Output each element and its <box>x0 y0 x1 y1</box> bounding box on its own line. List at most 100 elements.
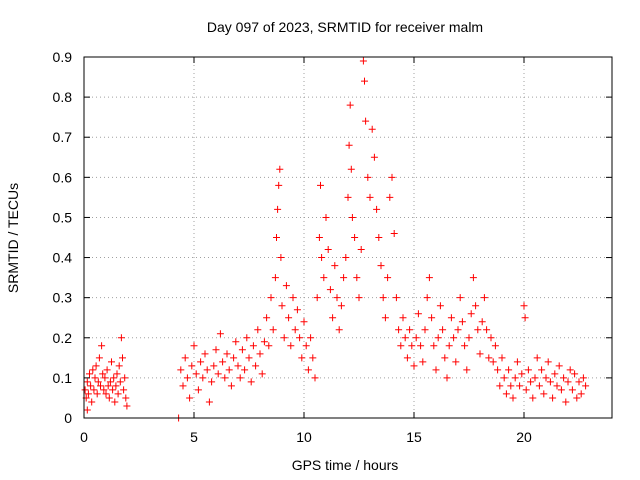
data-point <box>216 330 224 338</box>
data-point <box>210 362 218 370</box>
data-point <box>296 334 304 342</box>
data-point <box>428 314 436 322</box>
data-point <box>500 374 508 382</box>
data-point <box>381 314 389 322</box>
y-axis-label: SRMTID / TECUs <box>5 183 21 293</box>
data-point <box>333 294 341 302</box>
data-point <box>104 382 112 390</box>
data-point <box>357 246 365 254</box>
x-tick-label: 20 <box>516 429 532 445</box>
data-point <box>571 370 579 378</box>
data-point <box>401 334 409 342</box>
data-point <box>467 310 475 318</box>
data-point <box>549 394 557 402</box>
data-point <box>254 326 262 334</box>
data-point <box>243 334 251 342</box>
data-point <box>489 358 497 366</box>
data-point <box>331 262 339 270</box>
data-point <box>386 193 394 201</box>
data-point <box>258 370 266 378</box>
data-point <box>320 274 328 282</box>
data-point <box>97 382 104 390</box>
y-tick-label: 0 <box>64 410 72 426</box>
data-point <box>430 342 438 350</box>
y-tick-label: 0.7 <box>53 129 73 145</box>
x-tick-label: 0 <box>80 429 88 445</box>
data-point <box>114 390 122 398</box>
data-point <box>263 314 271 322</box>
data-point <box>522 386 530 394</box>
data-point <box>122 394 130 402</box>
data-point <box>496 382 504 390</box>
data-point <box>555 362 563 370</box>
data-point <box>421 326 429 334</box>
data-point <box>579 374 587 382</box>
data-point <box>370 153 378 161</box>
data-point <box>273 234 280 241</box>
data-point <box>454 326 462 334</box>
data-point <box>83 378 91 386</box>
y-tick-label: 0.5 <box>53 209 73 225</box>
data-point <box>183 374 191 382</box>
data-point <box>472 302 480 310</box>
data-point <box>351 234 359 241</box>
x-tick-label: 5 <box>190 429 198 445</box>
data-point <box>436 302 444 310</box>
data-point <box>282 282 290 290</box>
data-point <box>188 362 196 370</box>
chart-title: Day 097 of 2023, SRMTID for receiver mal… <box>207 19 483 35</box>
data-point <box>364 173 372 181</box>
data-point <box>412 334 420 342</box>
data-point <box>388 173 396 181</box>
data-point <box>287 342 295 350</box>
y-tick-label: 0.3 <box>53 290 73 306</box>
data-point <box>577 390 585 398</box>
data-point <box>582 382 590 390</box>
data-point <box>269 326 277 334</box>
data-point <box>236 374 244 382</box>
data-point <box>83 406 91 414</box>
data-point <box>335 326 343 334</box>
data-point <box>278 302 286 310</box>
data-point <box>307 334 315 342</box>
data-point <box>92 362 100 370</box>
data-point <box>560 374 568 382</box>
data-point <box>337 302 345 310</box>
data-point <box>562 398 570 406</box>
data-point <box>348 213 356 221</box>
data-point <box>406 326 414 334</box>
data-point <box>359 57 367 65</box>
data-point <box>487 334 495 342</box>
data-point <box>347 165 355 173</box>
data-point <box>531 374 539 382</box>
data-point <box>345 141 353 149</box>
data-point <box>566 366 574 374</box>
data-point <box>197 358 205 366</box>
data-point <box>109 386 117 394</box>
data-point <box>186 394 194 402</box>
data-point <box>249 342 257 350</box>
data-point <box>485 354 493 362</box>
data-point <box>521 314 529 322</box>
data-point <box>241 366 249 374</box>
data-point <box>463 366 471 374</box>
data-point <box>410 362 418 370</box>
grid-lines <box>84 57 612 418</box>
data-point <box>89 366 97 374</box>
data-point <box>205 398 213 406</box>
data-point <box>113 370 121 378</box>
data-point <box>505 366 513 374</box>
data-point <box>361 77 368 85</box>
data-point <box>564 378 572 386</box>
data-point <box>223 350 231 358</box>
data-point <box>535 382 543 390</box>
data-point <box>304 366 312 374</box>
data-point <box>447 314 455 322</box>
data-point <box>265 342 273 350</box>
data-point <box>230 354 238 362</box>
data-point <box>408 342 416 350</box>
data-point <box>225 366 233 374</box>
data-point <box>111 398 119 406</box>
data-point <box>199 374 207 382</box>
